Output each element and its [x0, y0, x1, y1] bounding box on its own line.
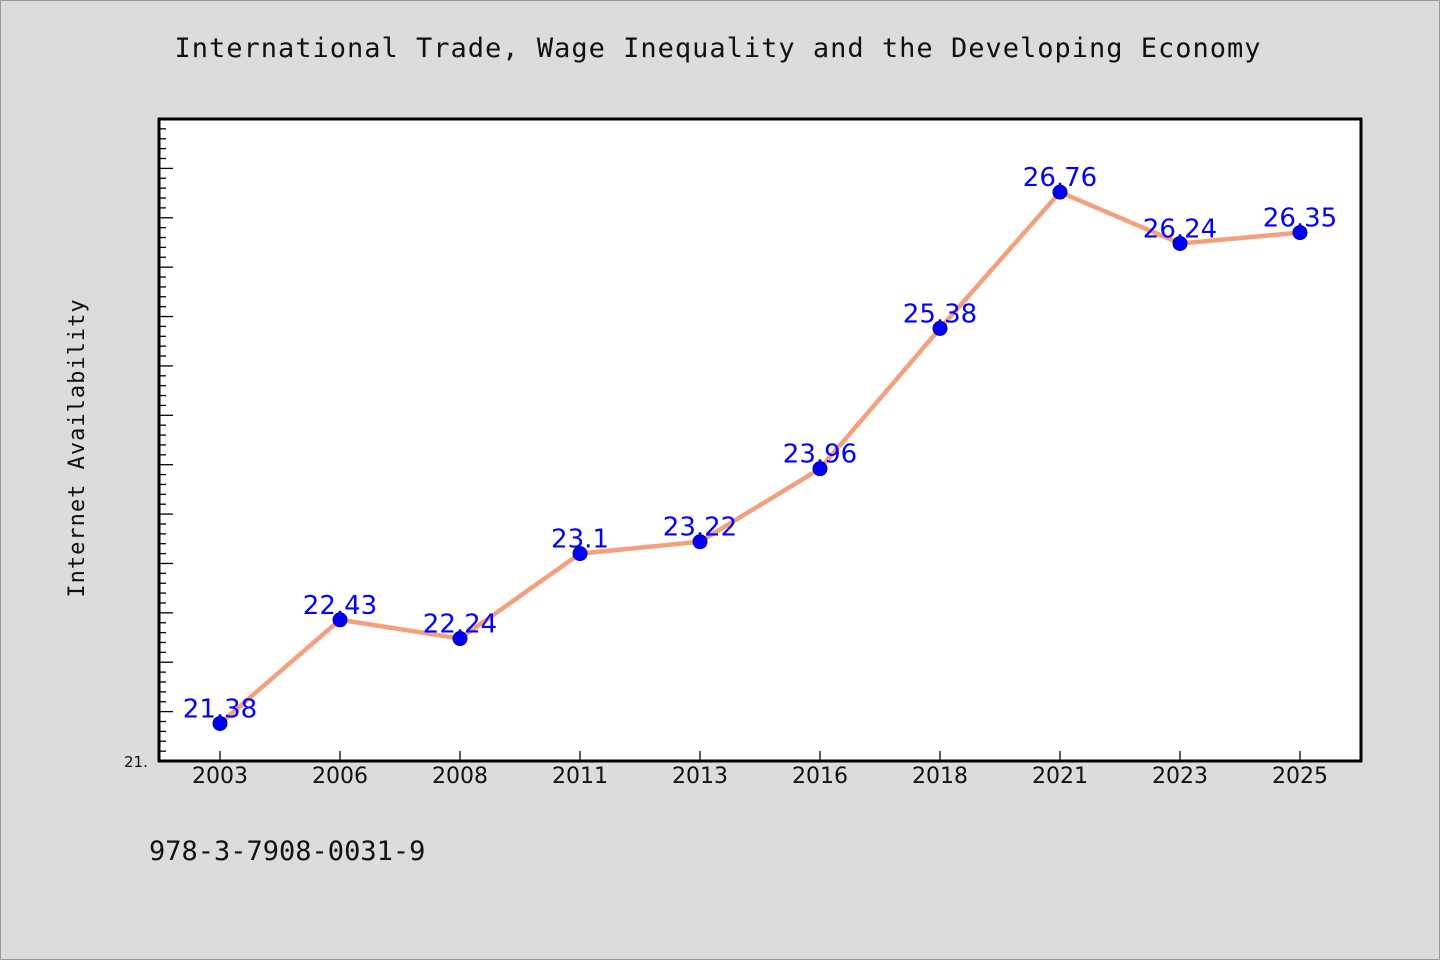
x-tick-label: 2023: [1152, 764, 1208, 789]
data-label: 22.43: [303, 591, 377, 621]
x-tick-label: 2018: [912, 764, 968, 789]
data-labels: 21.38 22.43 22.24 23.1 23.22 23.96 25.38 26.76 2…: [183, 163, 1337, 724]
y-axis-ticks: [159, 128, 173, 762]
data-label: 23.1: [551, 525, 609, 555]
data-point: [1292, 225, 1308, 241]
x-tick-label: 2021: [1032, 764, 1088, 789]
x-tick-label: 2016: [792, 764, 848, 789]
data-label: 21.38: [183, 694, 257, 724]
data-label: 25.38: [903, 299, 977, 329]
x-tick-label: 2011: [552, 764, 608, 789]
series-line: [218, 189, 1301, 726]
data-point: [932, 320, 948, 336]
data-label: 23.96: [783, 440, 857, 470]
data-label: 23.22: [663, 513, 737, 543]
isbn-footer: 978-3-7908-0031-9: [149, 836, 426, 867]
data-point: [212, 715, 228, 731]
data-point: [1052, 184, 1068, 200]
x-tick-label: 2025: [1272, 764, 1328, 789]
data-label: 26.24: [1143, 214, 1217, 244]
data-point: [692, 534, 708, 550]
x-tick-label: 2008: [432, 764, 488, 789]
data-point: [572, 546, 588, 562]
y-tick-label: 21.: [124, 753, 148, 771]
data-label: 26.76: [1023, 163, 1097, 193]
y-axis-label: Internet Availability: [65, 298, 90, 597]
data-point: [332, 612, 348, 628]
x-tick-label: 2013: [672, 764, 728, 789]
data-point: [452, 631, 468, 647]
data-markers: [212, 184, 1308, 731]
data-point: [812, 461, 828, 477]
x-tick-label: 2003: [192, 764, 248, 789]
data-label: 22.24: [423, 610, 497, 640]
x-axis-ticks: 2003 2006 2008 2011 2013 2016 2018 2021 2023 2025: [192, 751, 1328, 789]
data-point: [1172, 235, 1188, 251]
data-label: 26.35: [1263, 204, 1337, 234]
plot-area: [157, 117, 1363, 763]
x-tick-label: 2006: [312, 764, 368, 789]
chart-title: International Trade, Wage Inequality and…: [174, 33, 1262, 64]
